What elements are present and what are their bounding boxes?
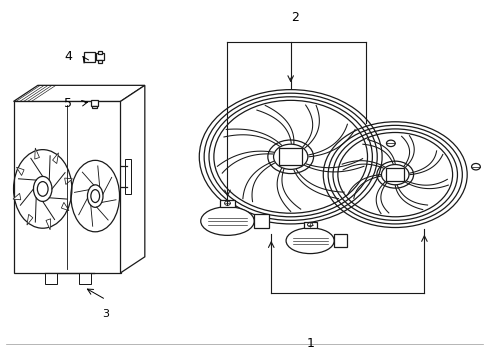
Bar <box>220 201 234 207</box>
Circle shape <box>381 165 408 185</box>
Bar <box>84 52 95 62</box>
Polygon shape <box>53 153 59 163</box>
Bar <box>79 273 91 284</box>
Polygon shape <box>17 167 24 175</box>
Text: 5: 5 <box>64 97 72 110</box>
Polygon shape <box>14 85 144 102</box>
Bar <box>98 51 102 54</box>
Circle shape <box>386 140 394 147</box>
Polygon shape <box>35 148 40 159</box>
Bar <box>91 100 98 106</box>
Polygon shape <box>64 178 72 185</box>
Polygon shape <box>46 219 51 230</box>
Text: 4: 4 <box>64 50 72 63</box>
Bar <box>333 234 346 247</box>
Bar <box>303 222 316 228</box>
Ellipse shape <box>201 207 254 235</box>
Text: 3: 3 <box>102 309 109 319</box>
Bar <box>385 168 404 181</box>
Text: 2: 2 <box>291 11 299 24</box>
Polygon shape <box>13 193 21 200</box>
Polygon shape <box>120 85 144 273</box>
Ellipse shape <box>285 228 333 253</box>
Polygon shape <box>27 214 33 225</box>
Bar <box>98 60 102 63</box>
Text: 1: 1 <box>305 337 313 350</box>
Bar <box>45 273 57 284</box>
Bar <box>96 53 104 60</box>
Bar <box>254 214 268 228</box>
Bar <box>92 106 97 108</box>
Bar <box>279 148 302 165</box>
Polygon shape <box>61 202 69 211</box>
Circle shape <box>470 163 479 170</box>
Circle shape <box>273 144 307 169</box>
Bar <box>125 158 131 194</box>
